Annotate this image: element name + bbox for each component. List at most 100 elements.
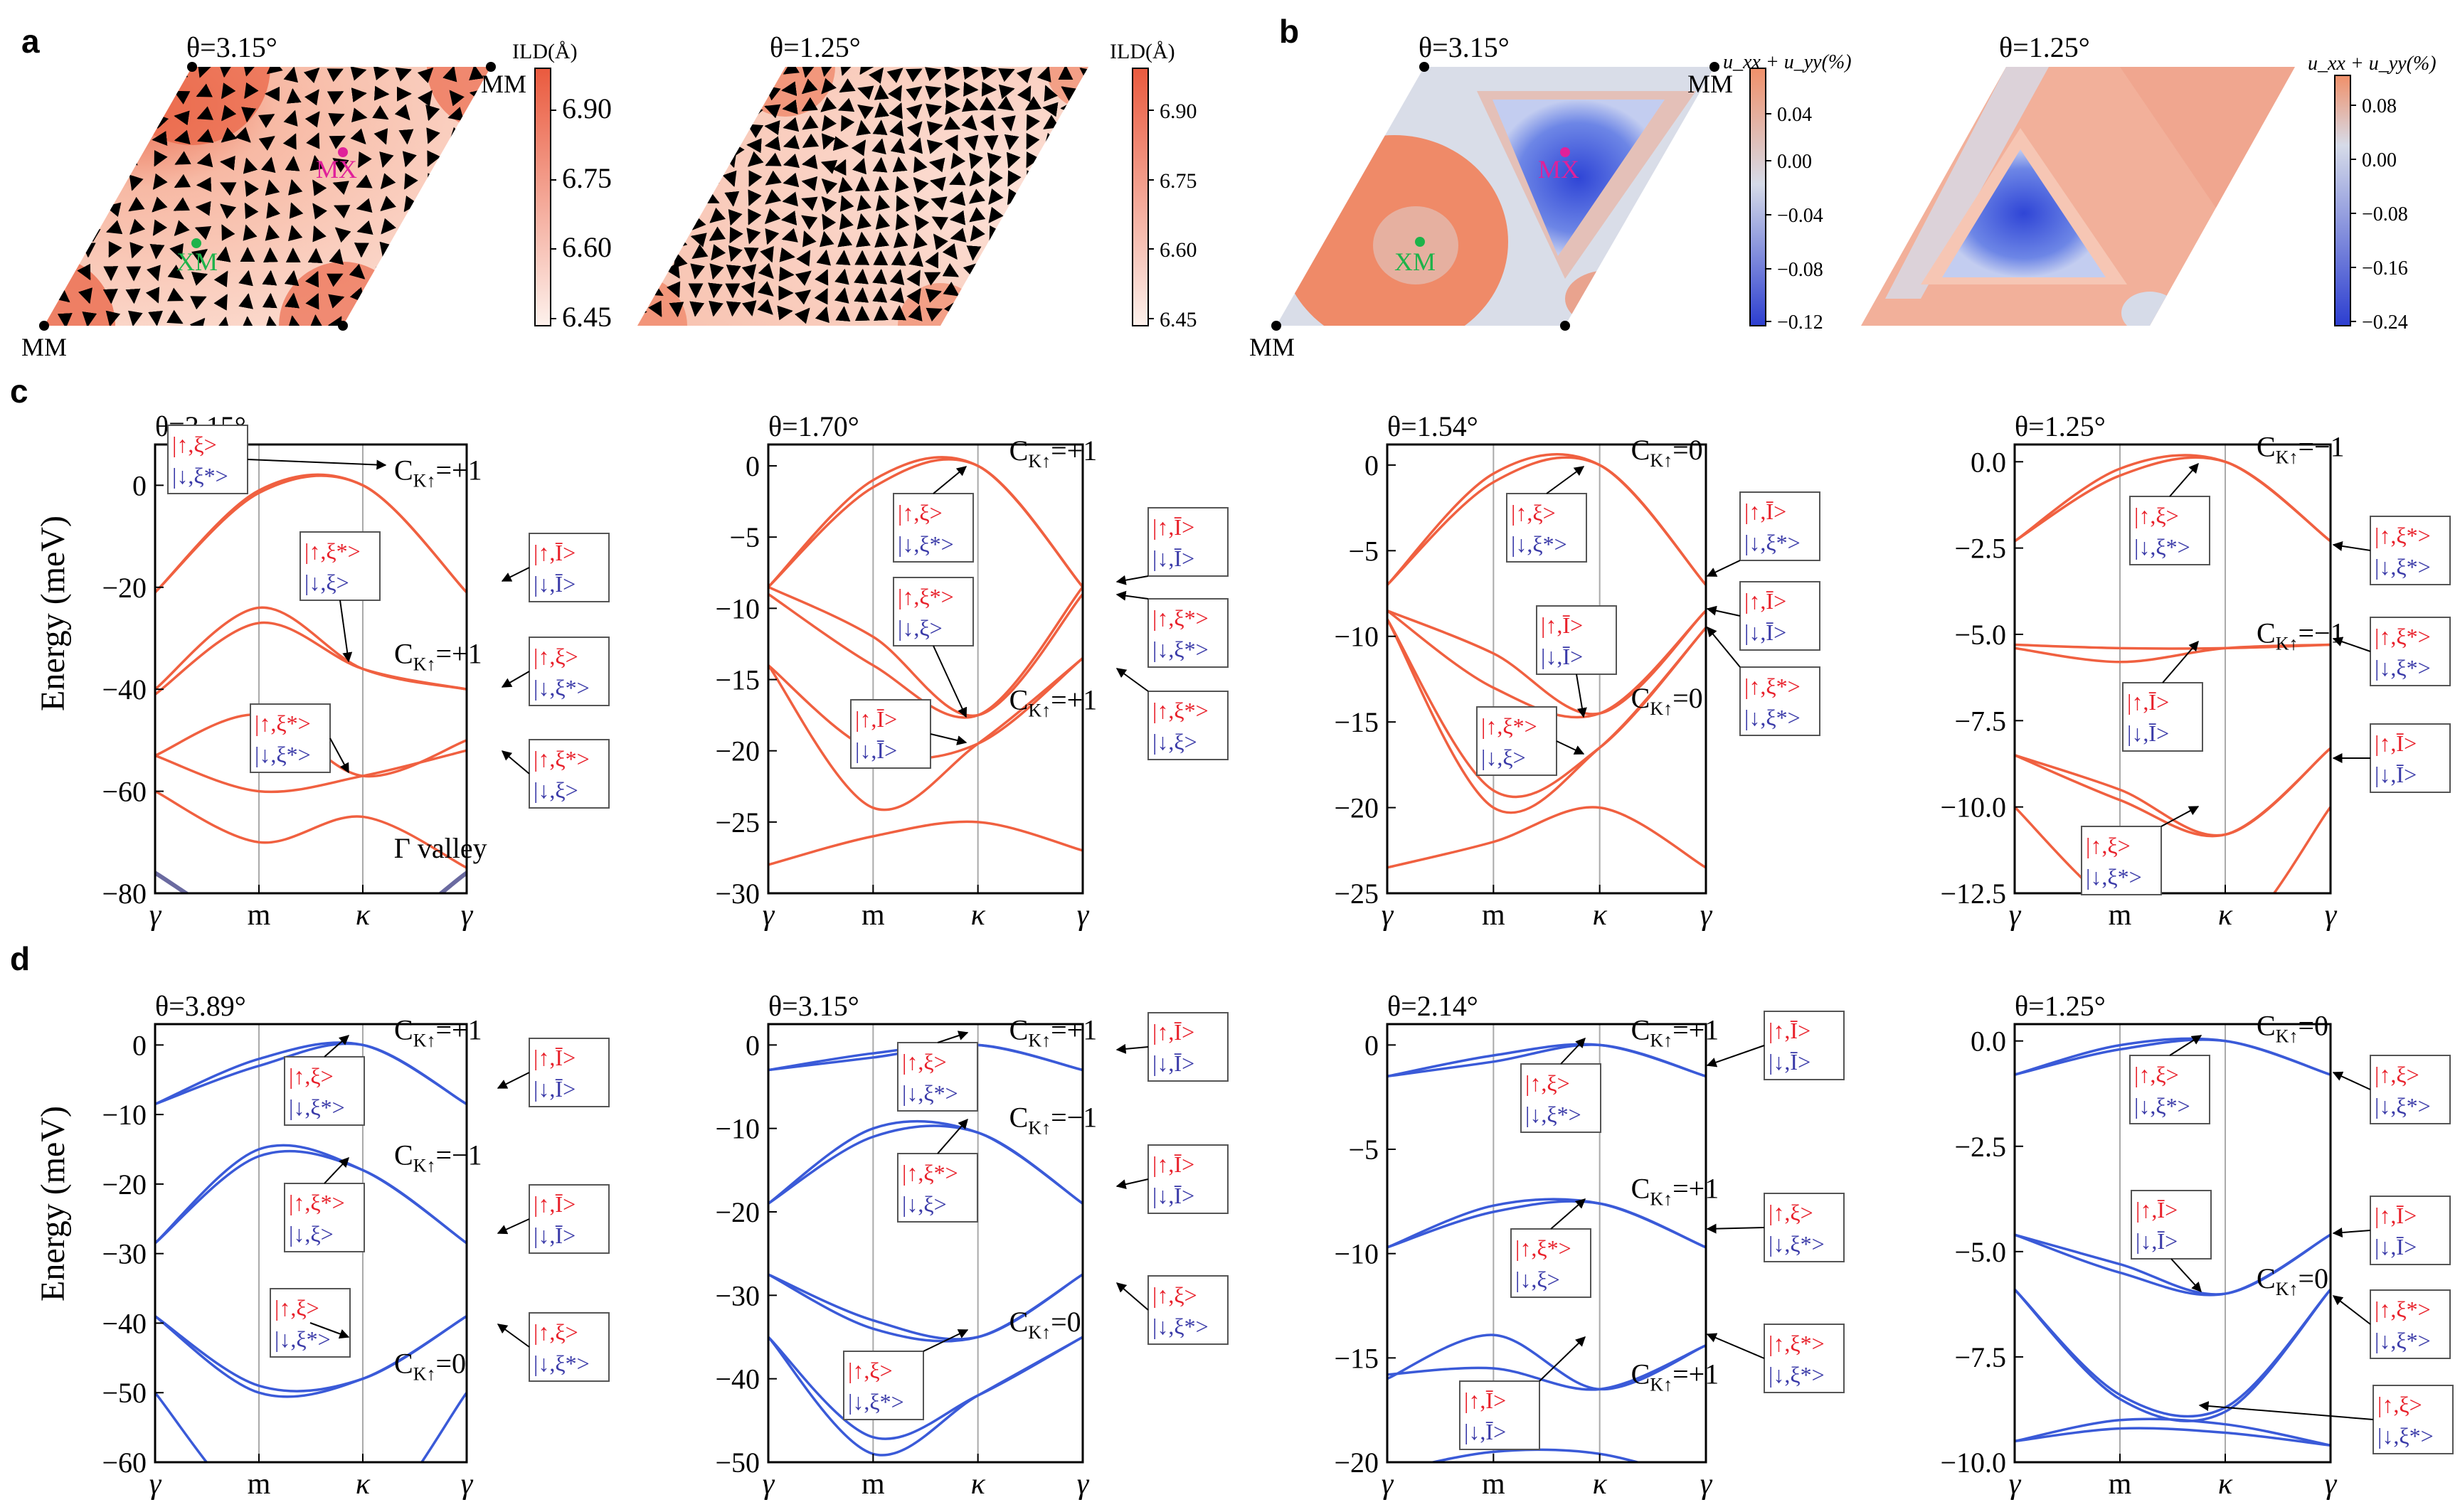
displacement-arrow	[942, 243, 958, 260]
svg-text:|↓,Ī>: |↓,Ī>	[1464, 1419, 1506, 1444]
displacement-arrow	[741, 300, 757, 316]
state-label-box: |↑,ξ> |↓,ξ*>	[843, 1329, 969, 1420]
displacement-arrow	[746, 228, 761, 245]
displacement-arrow	[709, 208, 726, 223]
svg-text:|↑,Ī>: |↑,Ī>	[1464, 1388, 1506, 1413]
displacement-arrow	[213, 294, 228, 311]
displacement-arrow	[856, 119, 871, 136]
displacement-arrow	[332, 181, 349, 196]
displacement-arrow	[129, 174, 144, 191]
band-line	[1387, 1043, 1706, 1078]
displacement-arrow	[472, 173, 487, 190]
displacement-arrow	[1044, 170, 1059, 187]
svg-text:|↑,ξ*>: |↑,ξ*>	[2375, 624, 2431, 649]
displacement-arrow	[801, 97, 818, 112]
chern-label: CK↑=+1	[1631, 1358, 1719, 1395]
displacement-arrow	[906, 121, 923, 138]
displacement-arrow	[472, 309, 487, 326]
strain-map-2-title: θ=1.25°	[1999, 31, 2090, 63]
displacement-arrow	[1044, 244, 1059, 261]
chern-label: CK↑=+1	[1009, 435, 1098, 472]
state-label-box: |↑,Ī> |↓,Ī>	[850, 699, 967, 769]
displacement-arrow	[637, 85, 643, 102]
displacement-arrow	[332, 158, 349, 173]
displacement-arrow	[872, 156, 888, 173]
displacement-arrow	[54, 266, 71, 281]
svg-text:|↑,ξ*>: |↑,ξ*>	[1152, 605, 1209, 631]
displacement-arrow	[821, 178, 838, 195]
displacement-arrow	[84, 228, 101, 243]
displacement-arrow	[711, 244, 726, 261]
displacement-arrow	[906, 104, 923, 120]
band-line	[768, 586, 1083, 719]
state-label-box: |↑,Ī> |↓,Ī>	[2332, 723, 2451, 793]
displacement-arrow	[1063, 244, 1077, 261]
displacement-arrow	[449, 287, 464, 304]
state-label-box: |↑,ξ> |↓,ξ*>	[2081, 806, 2200, 895]
state-label-box: |↑,ξ> |↓,ξ*>	[1506, 466, 1587, 563]
cb2-tick: 6.90	[1160, 100, 1197, 123]
state-label-box: |↑,Ī> |↓,Ī>	[2122, 640, 2203, 752]
displacement-arrow	[1078, 97, 1088, 112]
displacement-arrow	[1042, 102, 1059, 117]
xtick-label: m	[2109, 899, 2132, 932]
displacement-arrow	[765, 189, 782, 205]
marker-mx-1: MX	[316, 155, 357, 183]
displacement-arrow	[153, 112, 169, 129]
displacement-arrow	[124, 67, 139, 82]
displacement-arrow	[77, 263, 91, 281]
svg-text:|↓,ξ*>: |↓,ξ*>	[898, 531, 954, 557]
displacement-arrow	[854, 268, 869, 284]
ytick-label: −20	[102, 572, 147, 604]
svg-text:|↑,ξ>: |↑,ξ>	[2086, 833, 2131, 858]
chern-label: CK↑=+1	[1009, 1013, 1098, 1050]
band-line	[768, 1336, 1083, 1457]
svg-text:|↓,Ī>: |↓,Ī>	[1769, 1049, 1810, 1075]
displacement-arrow	[926, 139, 943, 154]
displacement-arrow	[1026, 207, 1040, 224]
displacement-arrow	[44, 225, 46, 243]
state-label-box: |↑,ξ*> |↓,ξ*>	[1706, 1324, 1845, 1393]
displacement-arrow	[942, 262, 960, 277]
band-line	[1427, 1448, 1643, 1462]
ytick-label: −40	[715, 1363, 760, 1395]
displacement-arrow	[783, 67, 800, 75]
displacement-arrow	[988, 188, 1004, 205]
displacement-arrow	[868, 67, 884, 84]
displacement-arrow	[852, 158, 867, 175]
displacement-arrow	[888, 85, 903, 102]
svg-text:|↑,ξ>: |↑,ξ>	[2134, 503, 2179, 528]
svg-text:|↑,Ī>: |↑,Ī>	[2375, 730, 2417, 756]
displacement-arrow	[637, 196, 643, 213]
displacement-arrow	[403, 310, 418, 326]
displacement-arrow	[1006, 151, 1021, 169]
displacement-arrow	[447, 107, 465, 122]
xtick-label: κ	[1593, 899, 1608, 932]
xtick-label: γ	[149, 1468, 162, 1501]
state-label-box: |↑,Ī> |↓,Ī>	[2131, 1190, 2212, 1293]
chern-label: CK↑=0	[2257, 1010, 2328, 1047]
band-line	[768, 1336, 1083, 1440]
displacement-arrow	[763, 67, 779, 80]
state-label-box: |↑,ξ*> |↓,ξ>	[897, 1118, 978, 1223]
state-label-box: |↑,ξ> |↓,ξ*>	[1706, 1193, 1845, 1262]
displacement-arrow	[839, 195, 854, 212]
displacement-arrow	[378, 311, 394, 326]
state-label-box: |↑,ξ*> |↓,ξ*>	[2332, 516, 2451, 585]
state-label-box: |↑,ξ*> |↓,ξ>	[1476, 706, 1585, 776]
displacement-arrow	[891, 305, 906, 321]
state-label-box: |↑,ξ> |↓,ξ*>	[270, 1288, 351, 1358]
displacement-arrow	[472, 196, 487, 213]
displacement-arrow	[925, 252, 939, 269]
displacement-arrow	[730, 122, 744, 139]
displacement-arrow	[127, 310, 143, 326]
xtick-label: m	[248, 899, 271, 932]
displacement-arrow	[1081, 188, 1088, 206]
displacement-arrow	[703, 173, 720, 188]
displacement-arrow	[757, 299, 773, 315]
displacement-arrow	[748, 84, 762, 101]
displacement-arrow	[1004, 134, 1019, 151]
band-line	[155, 1042, 467, 1106]
state-label-box: |↑,ξ*> |↓,ξ*>	[250, 703, 349, 774]
